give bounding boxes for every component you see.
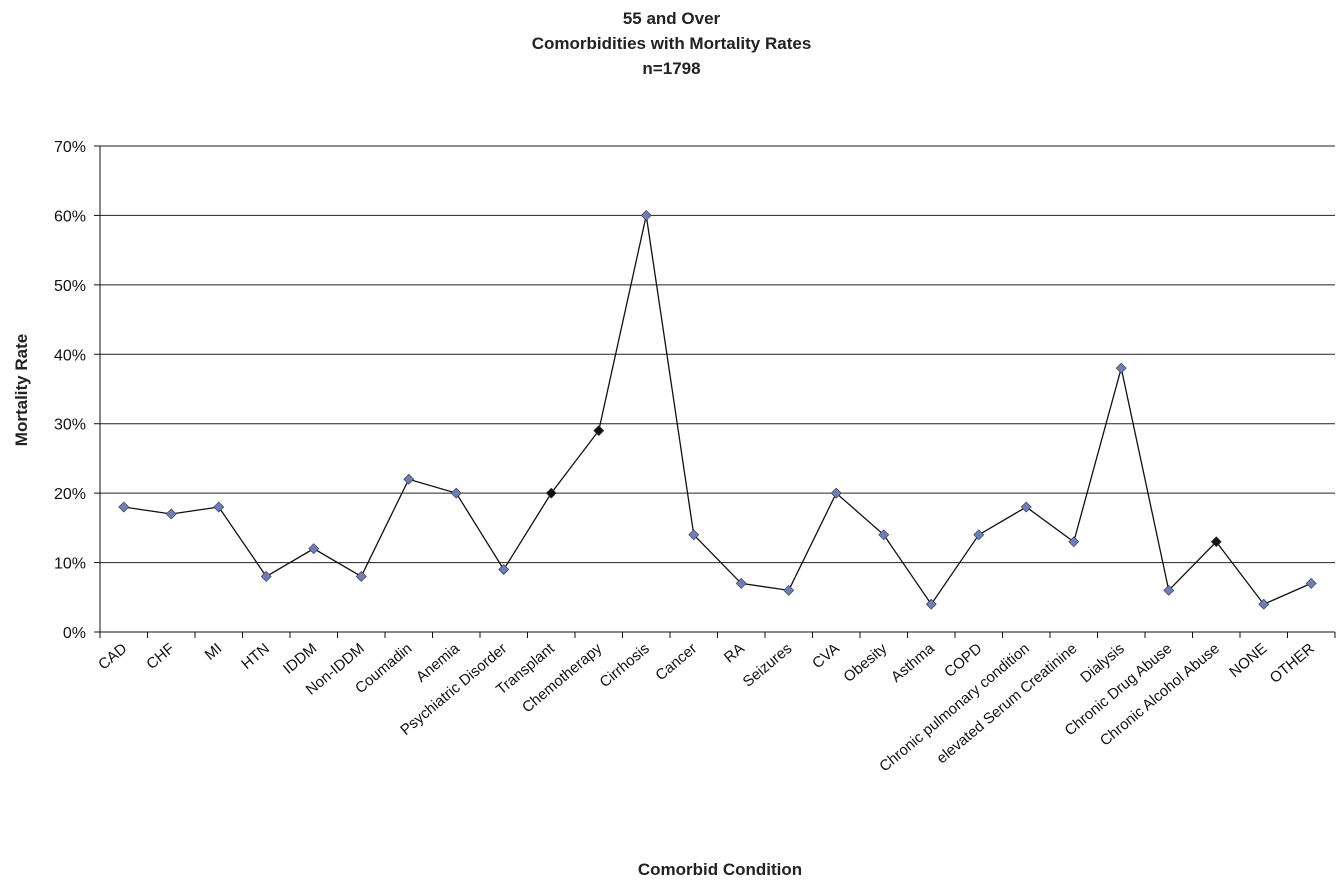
x-tick-label: Seizures <box>740 640 796 691</box>
data-point <box>974 530 984 540</box>
data-point <box>309 544 319 554</box>
y-tick-label: 70% <box>54 139 86 156</box>
x-tick-label: Chemotherapy <box>519 640 606 717</box>
y-tick-label: 10% <box>54 556 86 573</box>
x-tick-label: HTN <box>238 640 273 673</box>
y-tick-label: 40% <box>54 347 86 364</box>
x-tick-label: COPD <box>941 640 985 681</box>
data-point <box>499 565 509 575</box>
axes <box>94 146 1335 638</box>
data-point <box>119 502 129 512</box>
data-point <box>451 488 461 498</box>
x-tick-label: CVA <box>809 640 843 672</box>
x-tick-label: CHF <box>143 640 178 673</box>
data-point <box>784 585 794 595</box>
x-tick-label: Obesity <box>840 640 890 686</box>
y-tick-label: 30% <box>54 417 86 434</box>
data-point <box>926 599 936 609</box>
x-tick-labels: CAD CHF MI HTN IDDMNon-IDDMCoumadinAnemiaPsy… <box>95 640 1318 776</box>
data-point <box>214 502 224 512</box>
y-tick-label: 50% <box>54 278 86 295</box>
data-point <box>594 426 604 436</box>
data-point <box>356 571 366 581</box>
x-tick-label: Cirrhosis <box>597 640 653 691</box>
data-point <box>1259 599 1269 609</box>
y-tick-labels: 0% 10% 20% 30% 40% 50% 60% 70% <box>54 139 86 642</box>
x-tick-label: IDDM <box>280 640 320 678</box>
x-tick-label: OTHER <box>1267 640 1318 687</box>
y-tick-label: 0% <box>63 625 86 642</box>
data-point <box>1021 502 1031 512</box>
x-tick-label: MI <box>202 640 226 664</box>
x-tick-label: CAD <box>95 640 130 673</box>
data-point <box>404 474 414 484</box>
data-point <box>1116 363 1126 373</box>
data-point <box>641 210 651 220</box>
data-point <box>166 509 176 519</box>
series-line <box>124 215 1312 604</box>
x-tick-label: Cancer <box>652 640 700 684</box>
x-axis-title: Comorbid Condition <box>638 860 802 879</box>
x-tick-label: Asthma <box>888 640 938 686</box>
y-axis-title: Mortality Rate <box>12 334 31 446</box>
data-point <box>1069 537 1079 547</box>
x-tick-label: RA <box>721 640 748 666</box>
y-tick-label: 60% <box>54 208 86 225</box>
data-point <box>1306 578 1316 588</box>
x-tick-label: NONE <box>1226 640 1270 681</box>
data-point <box>261 571 271 581</box>
y-tick-label: 20% <box>54 486 86 503</box>
series-mortality-rate <box>119 210 1317 609</box>
data-point <box>546 488 556 498</box>
